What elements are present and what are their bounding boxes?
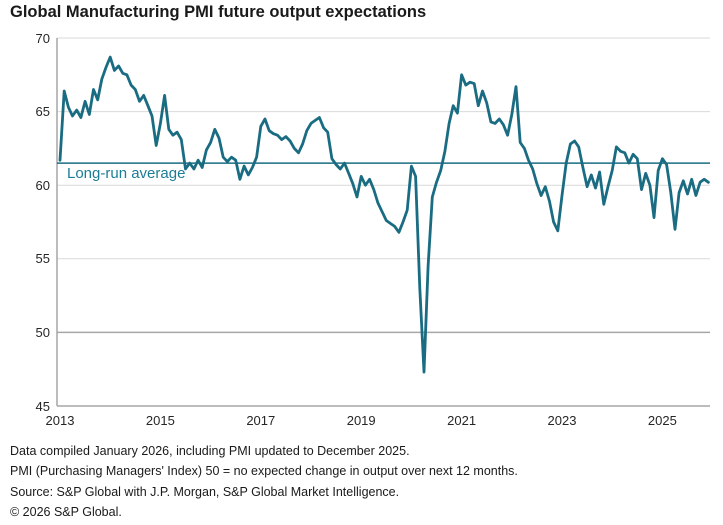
x-axis-tick-label: 2021 [447,413,477,428]
pmi-series-line [58,55,710,374]
footnote-source: Source: S&P Global with J.P. Morgan, S&P… [10,484,400,499]
footnote-pmi-definition: PMI (Purchasing Managers' Index) 50 = no… [10,464,518,479]
long-run-average-label: Long-run average [67,165,186,182]
y-axis-tick-label: 70 [35,30,50,46]
y-axis-tick-label: 50 [35,324,50,340]
x-axis-tick-label: 2015 [145,413,175,428]
x-axis-tick-label: 2013 [45,413,75,428]
footnote-copyright: © 2026 S&P Global. [10,505,122,520]
y-axis-tick-label: 45 [35,398,50,414]
chart-title: Global Manufacturing PMI future output e… [10,3,427,21]
x-axis-tick-label: 2017 [246,413,276,428]
x-axis-tick-label: 2019 [346,413,376,428]
footnote-data-compiled: Data compiled January 2026, including PM… [10,444,410,458]
y-axis-tick-label: 55 [35,251,50,267]
x-axis-tick-label: 2023 [547,413,577,428]
x-axis-tick-label: 2025 [647,413,677,428]
footnotes: Data compiled January 2026, including PM… [10,441,518,523]
y-axis-tick-label: 60 [35,177,50,193]
y-axis-tick-label: 65 [35,104,50,120]
